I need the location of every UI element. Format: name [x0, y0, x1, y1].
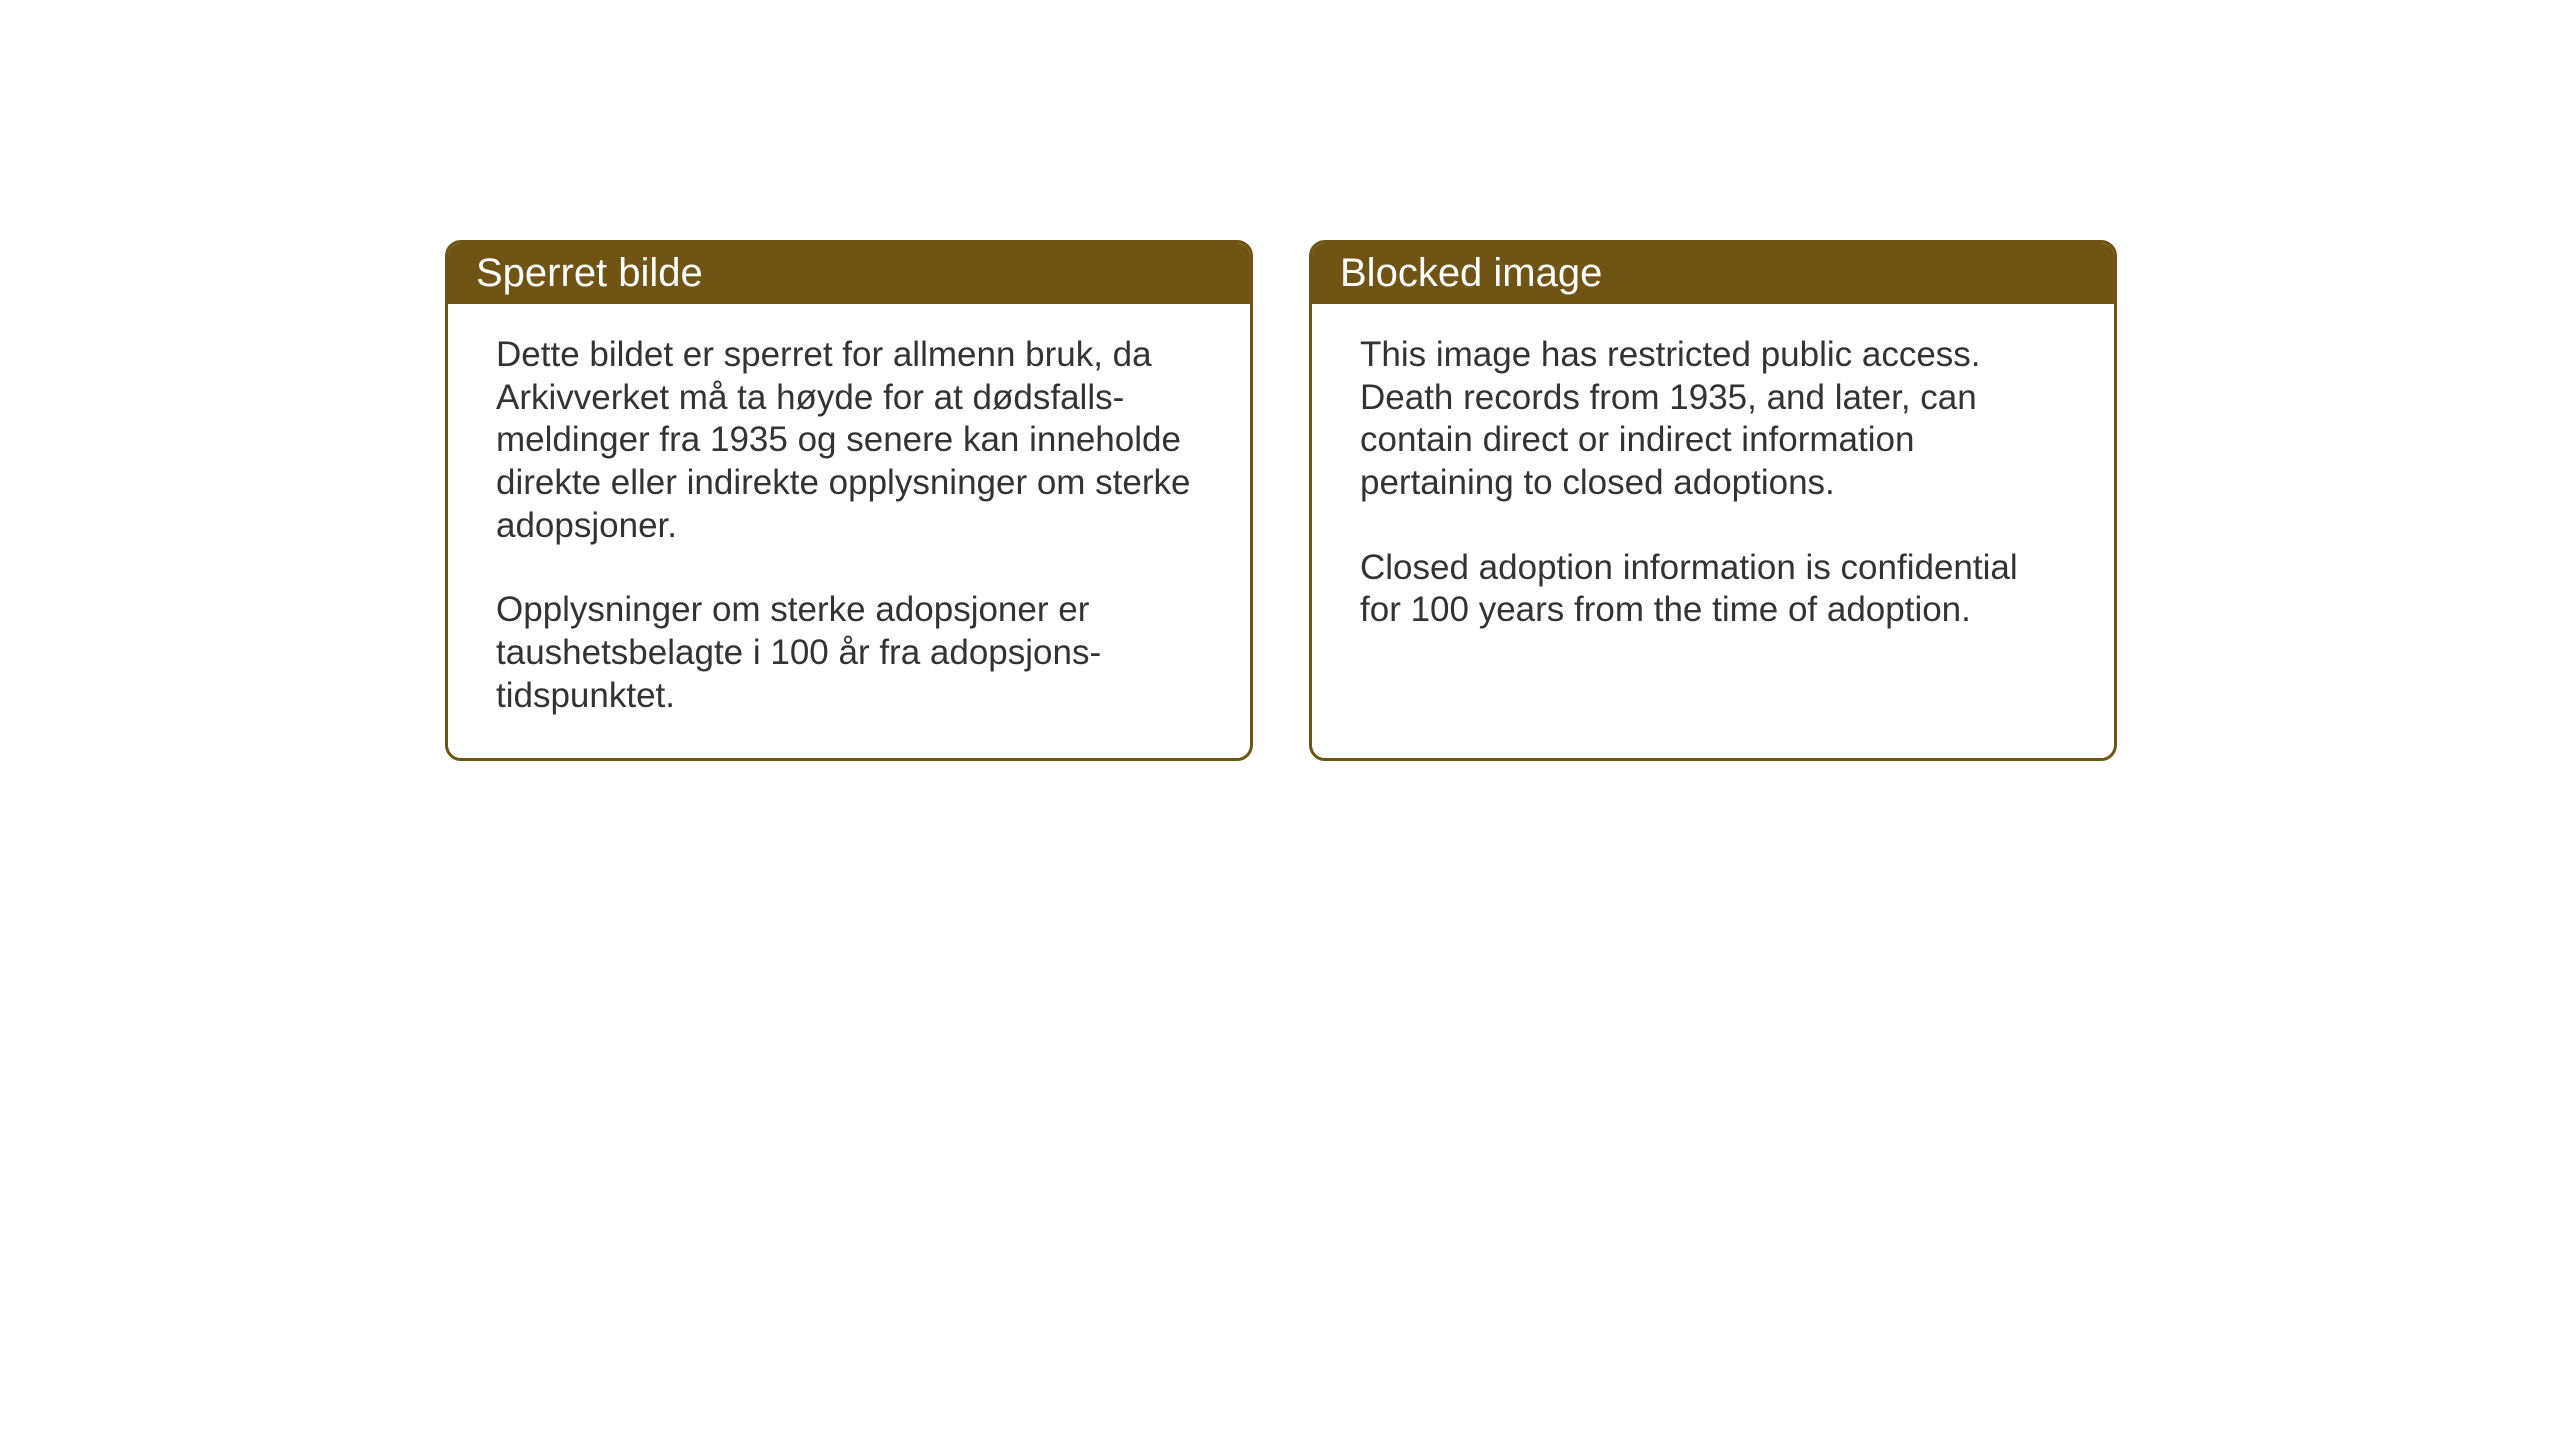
english-card-body: This image has restricted public access.… [1312, 304, 2114, 744]
norwegian-info-card: Sperret bilde Dette bildet er sperret fo… [445, 240, 1253, 761]
english-paragraph-1: This image has restricted public access.… [1360, 334, 2066, 505]
norwegian-paragraph-2: Opplysninger om sterke adopsjoner er tau… [496, 589, 1202, 717]
english-paragraph-2: Closed adoption information is confident… [1360, 547, 2066, 632]
norwegian-card-title: Sperret bilde [448, 243, 1250, 304]
norwegian-paragraph-1: Dette bildet er sperret for allmenn bruk… [496, 334, 1202, 547]
english-card-title: Blocked image [1312, 243, 2114, 304]
english-info-card: Blocked image This image has restricted … [1309, 240, 2117, 761]
info-cards-container: Sperret bilde Dette bildet er sperret fo… [445, 240, 2117, 761]
norwegian-card-body: Dette bildet er sperret for allmenn bruk… [448, 304, 1250, 758]
